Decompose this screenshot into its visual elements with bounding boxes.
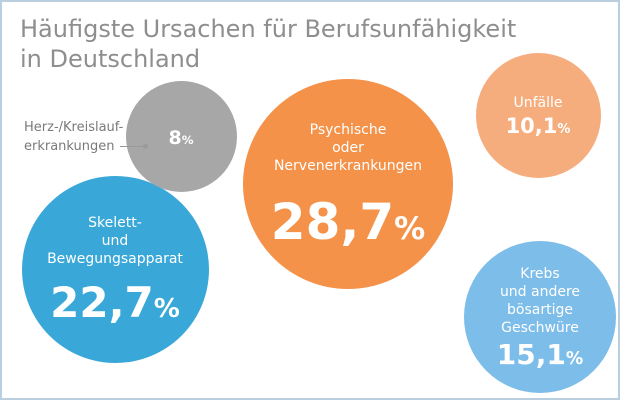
title-line-1: Häufigste Ursachen für Berufsunfähigkeit [20, 15, 517, 43]
bubble-psychische-erkrankungen: Psychische oder Nervenerkrankungen 28,7% [243, 79, 453, 289]
bubble-label-krebs: Krebs und andere bösartige Geschwüre [499, 266, 581, 336]
value-number: 15,1 [496, 338, 566, 371]
herz-kreislauf-label: Herz-/Kreislauf-erkrankungen [24, 118, 123, 156]
bubble-krebs: Krebs und andere bösartige Geschwüre 15,… [464, 241, 616, 393]
bubble-label-unfaelle: Unfälle [513, 94, 563, 111]
leader-line [120, 146, 146, 147]
value-number: 28,7 [270, 193, 395, 251]
percent-sign: % [153, 294, 180, 324]
chart-title: Häufigste Ursachen für Berufsunfähigkeit… [20, 14, 516, 74]
bubble-herz-kreislauf: 8% [125, 80, 237, 192]
herz-kreislauf-label-line: erkrankungen [24, 139, 115, 154]
bubble-skelett-bewegungsapparat: Skelett- und Bewegungsapparat 22,7% [21, 175, 209, 363]
title-line-2: in Deutschland [20, 45, 201, 73]
percent-sign: % [181, 132, 194, 147]
bubble-value-unfaelle: 10,1% [505, 113, 571, 138]
bubble-value-psychische: 28,7% [271, 197, 425, 247]
percent-sign: % [557, 121, 571, 137]
percent-sign: % [394, 211, 426, 247]
percent-sign: % [565, 349, 584, 369]
value-number: 22,7 [50, 278, 154, 327]
bubble-unfaelle: Unfälle 10,1% [475, 52, 601, 178]
value-number: 8 [168, 126, 182, 149]
bubble-label-psychische: Psychische oder Nervenerkrankungen [273, 122, 423, 174]
bubble-value-skelett: 22,7% [50, 282, 180, 324]
herz-kreislauf-label-text: Herz-/Kreislauf-erkrankungen [24, 118, 123, 156]
value-number: 10,1 [505, 113, 558, 138]
leader-dot [143, 144, 148, 149]
bubble-value-krebs: 15,1% [497, 341, 584, 369]
herz-kreislauf-label-line: Herz-/Kreislauf- [24, 120, 124, 135]
bubble-label-skelett: Skelett- und Bewegungsapparat [47, 215, 183, 267]
bubble-value-herz-kreislauf: 8% [168, 126, 194, 149]
